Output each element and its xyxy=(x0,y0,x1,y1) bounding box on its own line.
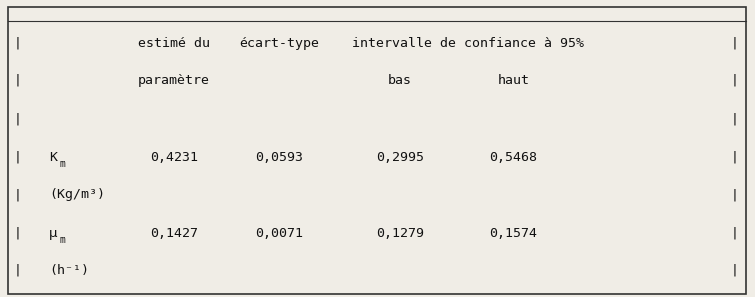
Text: μ: μ xyxy=(49,227,57,240)
Text: |: | xyxy=(14,151,22,164)
Text: |: | xyxy=(730,74,738,87)
Text: |: | xyxy=(730,227,738,240)
Text: 0,1279: 0,1279 xyxy=(376,227,424,240)
Text: |: | xyxy=(730,37,738,50)
Text: 0,0071: 0,0071 xyxy=(255,227,304,240)
Text: bas: bas xyxy=(388,74,412,87)
Text: (h⁻¹): (h⁻¹) xyxy=(49,264,89,277)
Text: intervalle de confiance à 95%: intervalle de confiance à 95% xyxy=(352,37,584,50)
Text: 0,0593: 0,0593 xyxy=(255,151,304,164)
Text: paramètre: paramètre xyxy=(137,74,210,87)
Text: (Kg/m³): (Kg/m³) xyxy=(49,188,105,201)
Text: m: m xyxy=(60,159,66,169)
Text: estimé du: estimé du xyxy=(137,37,210,50)
Text: |: | xyxy=(730,264,738,277)
Text: 0,1574: 0,1574 xyxy=(489,227,538,240)
Text: haut: haut xyxy=(498,74,529,87)
Text: |: | xyxy=(14,112,22,125)
Text: 0,1427: 0,1427 xyxy=(149,227,198,240)
Text: |: | xyxy=(730,151,738,164)
Text: m: m xyxy=(60,235,66,245)
Text: |: | xyxy=(14,264,22,277)
Text: |: | xyxy=(730,188,738,201)
Text: K: K xyxy=(49,151,57,164)
Text: |: | xyxy=(14,188,22,201)
Text: |: | xyxy=(14,37,22,50)
Text: |: | xyxy=(14,227,22,240)
Text: écart-type: écart-type xyxy=(239,37,319,50)
Text: |: | xyxy=(730,112,738,125)
Text: |: | xyxy=(14,74,22,87)
Text: 0,2995: 0,2995 xyxy=(376,151,424,164)
Text: 0,5468: 0,5468 xyxy=(489,151,538,164)
Text: 0,4231: 0,4231 xyxy=(149,151,198,164)
